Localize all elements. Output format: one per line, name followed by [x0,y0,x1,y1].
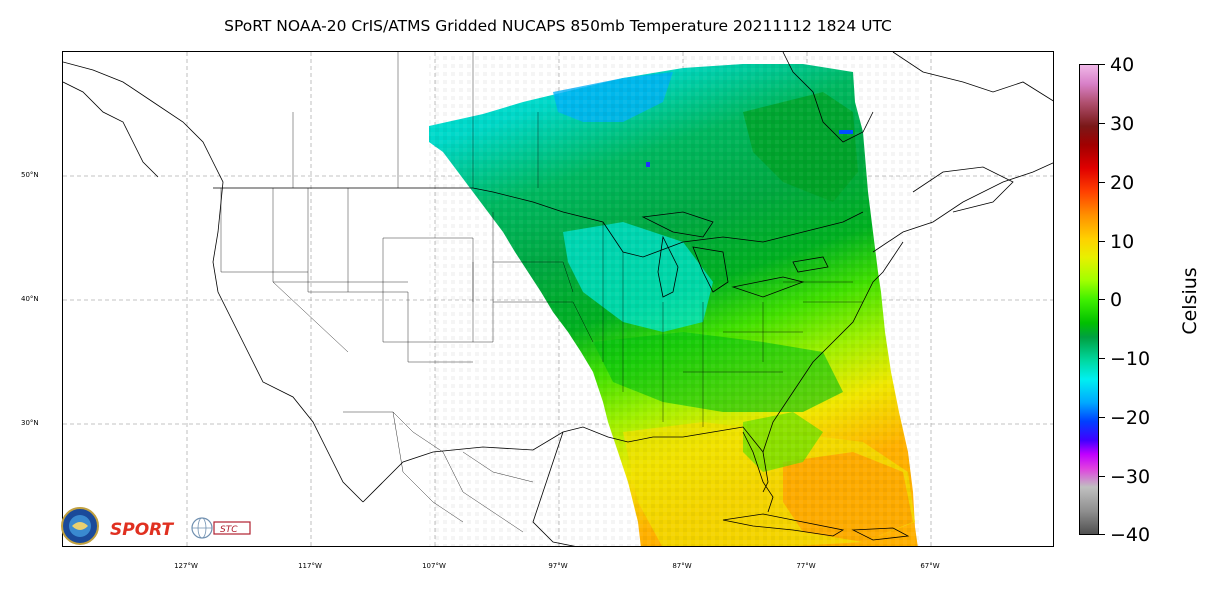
svg-text:SPORT: SPORT [110,520,174,540]
lon-label-127: 127°W [174,562,198,570]
colorbar-tick [1099,123,1105,125]
colorbar-label-10: 10 [1110,231,1135,253]
svg-text:STC: STC [220,525,238,535]
logos: SPORT STC [61,507,251,545]
mexico-boundaries [343,411,534,533]
colorbar-tick [1099,476,1105,478]
colorbar-tick [1099,534,1105,536]
stc-logo-icon: STC [213,521,251,535]
colorbar-title: Celsius [1179,267,1201,335]
nucaps-swath [429,52,919,546]
colorbar-tick [1099,241,1105,243]
coastlines-and-borders [63,52,1053,546]
colorbar-label-minus10: −10 [1110,348,1151,370]
lon-label-67: 67°W [920,562,940,570]
colorbar-label-minus30: −30 [1110,466,1151,488]
map-panel [62,51,1054,547]
colorbar [1079,64,1099,535]
colorbar-label-20: 20 [1110,172,1135,194]
nasa-seal-icon [61,507,99,545]
temperature-map [63,52,1053,546]
colorbar-label-40: 40 [1110,54,1135,76]
sport-logo-icon: SPORT [110,520,174,540]
colorbar-label-0: 0 [1110,289,1123,311]
lat-label-50: 50°N [21,171,39,179]
lon-label-87: 87°W [672,562,692,570]
lon-label-107: 107°W [422,562,446,570]
globe-icon [191,517,213,539]
lon-label-117: 117°W [298,562,322,570]
colorbar-tick [1099,182,1105,184]
colorbar-label-minus40: −40 [1110,524,1151,546]
colorbar-tick [1099,358,1105,360]
colorbar-tick [1099,299,1105,301]
map-title: SPoRT NOAA-20 CrIS/ATMS Gridded NUCAPS 8… [224,17,892,35]
logo-strip: SPORT STC [60,505,260,547]
state-boundaries [220,52,863,427]
colorbar-tick [1099,417,1105,419]
colorbar-label-30: 30 [1110,113,1135,135]
colorbar-label-minus20: −20 [1110,407,1151,429]
lon-label-77: 77°W [796,562,816,570]
lat-label-40: 40°N [21,295,39,303]
lat-label-30: 30°N [21,419,39,427]
lon-label-97: 97°W [548,562,568,570]
colorbar-tick [1099,64,1105,66]
